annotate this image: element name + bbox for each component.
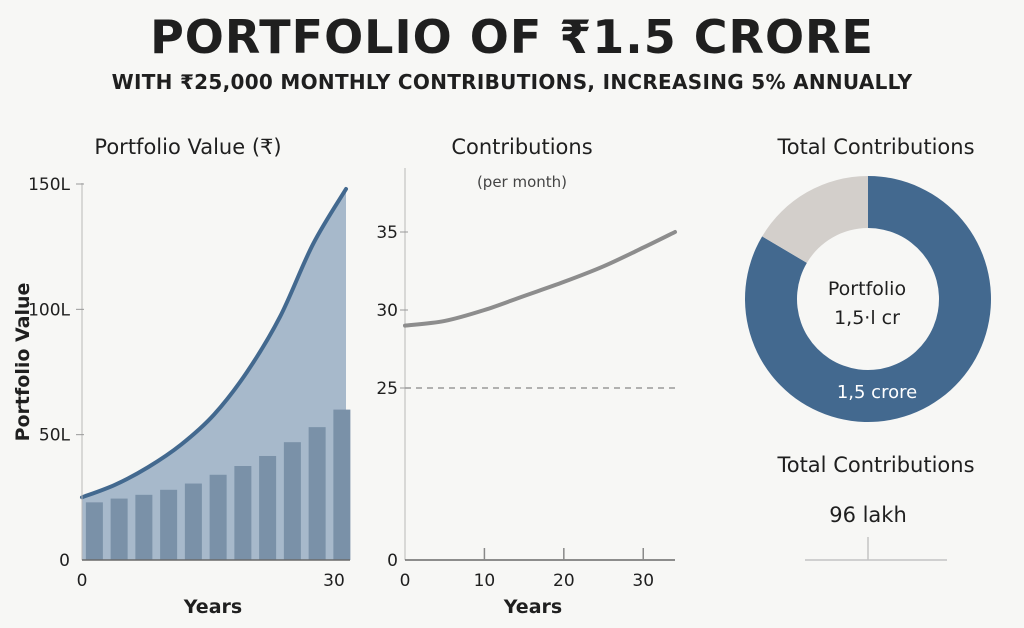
contributions-y-tick-label: 35 <box>376 223 398 243</box>
donut-slice <box>744 176 991 422</box>
portfolio-bar <box>234 466 252 560</box>
page-subtitle: WITH ₹25,000 MONTHLY CONTRIBUTIONS, INCR… <box>111 70 913 94</box>
portfolio-bar <box>308 427 326 560</box>
contributions-chart-title: Contributions <box>451 135 592 159</box>
contributions-x-tick-label: 10 <box>474 571 496 591</box>
donut-center-label: Portfolio <box>828 278 906 300</box>
contributions-x-tick-label: 30 <box>632 571 654 591</box>
contributions-x-tick-label: 0 <box>400 571 411 591</box>
contributions-y-tick-label: 25 <box>376 379 398 399</box>
donut-chart-title: Total Contributions <box>776 135 974 159</box>
donut-slice-label: 1,5 crore <box>837 382 917 403</box>
portfolio-y-tick-label: 100L <box>28 300 70 320</box>
portfolio-bar <box>135 494 153 560</box>
contributions-line <box>403 230 677 328</box>
page-title: PORTFOLIO OF ₹1.5 CRORE <box>150 10 874 64</box>
total-contributions-value: 96 lakh <box>829 503 907 527</box>
portfolio-bar <box>160 489 178 560</box>
portfolio-x-axis-label: Years <box>183 596 242 618</box>
portfolio-y-axis-label: Portfolio Value <box>12 283 34 442</box>
contributions-x-tick-label: 20 <box>553 571 575 591</box>
portfolio-bar <box>283 442 301 560</box>
portfolio-y-tick-label: 150L <box>28 175 70 195</box>
portfolio-y-tick-label: 0 <box>59 551 70 571</box>
contributions-y-tick-label: 0 <box>387 551 398 571</box>
contributions-chart-subtitle: (per month) <box>477 173 567 191</box>
portfolio-bar <box>110 498 128 560</box>
portfolio-y-tick-label: 50L <box>39 426 71 446</box>
portfolio-bar <box>259 455 277 560</box>
portfolio-x-tick-label: 0 <box>77 571 88 591</box>
portfolio-bar <box>85 502 103 560</box>
total-contributions-label: Total Contributions <box>776 453 974 477</box>
portfolio-x-tick-label: 30 <box>323 571 345 591</box>
portfolio-chart-title: Portfolio Value (₹) <box>94 135 281 159</box>
contributions-y-tick-label: 30 <box>376 301 398 321</box>
donut-center-value: 1,5·l cr <box>834 307 900 329</box>
contributions-x-axis-label: Years <box>503 596 562 618</box>
portfolio-bar <box>209 474 227 560</box>
portfolio-bar <box>333 409 351 560</box>
portfolio-value-line <box>80 187 348 500</box>
donut-slice <box>762 176 868 263</box>
portfolio-bar <box>184 483 202 560</box>
